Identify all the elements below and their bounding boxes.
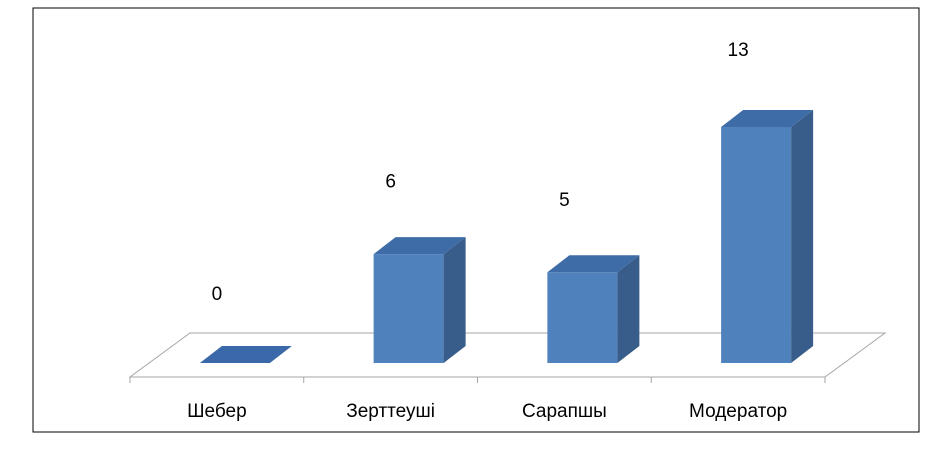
x-tick-label: Шебер xyxy=(187,401,247,422)
bar-top xyxy=(721,110,814,128)
bar-side xyxy=(791,110,814,363)
bar xyxy=(199,346,292,363)
x-tick-label: Зерттеуші xyxy=(346,401,435,422)
bar xyxy=(373,237,466,363)
bar-top xyxy=(547,255,640,273)
floor xyxy=(128,332,887,378)
data-label: 0 xyxy=(212,284,223,305)
bar-side xyxy=(443,237,466,363)
data-label: 6 xyxy=(385,171,396,192)
bar xyxy=(547,255,640,363)
bar-front xyxy=(547,272,618,363)
bar-front xyxy=(373,254,444,363)
bar xyxy=(721,110,814,363)
chart-border xyxy=(32,7,920,433)
bar-top xyxy=(373,237,466,255)
bar-side xyxy=(617,255,640,363)
x-tick-label: Модератор xyxy=(689,401,787,422)
x-tick-label: Сарапшы xyxy=(522,401,607,422)
data-label: 5 xyxy=(559,190,570,211)
data-label: 13 xyxy=(728,40,749,61)
bar-front xyxy=(721,127,792,363)
bar-top xyxy=(199,346,292,363)
